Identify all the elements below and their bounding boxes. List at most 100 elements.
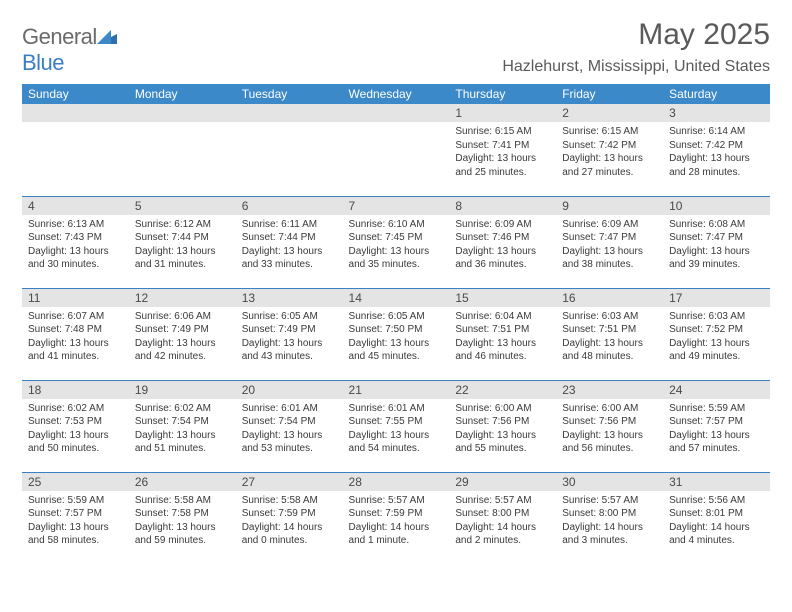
daylight-text: and 51 minutes. <box>135 442 230 456</box>
day-info: Sunrise: 6:00 AMSunset: 7:56 PMDaylight:… <box>556 399 663 458</box>
sunrise-text: Sunrise: 6:05 AM <box>349 310 444 324</box>
daylight-text: and 58 minutes. <box>28 534 123 548</box>
day-number <box>236 104 343 122</box>
day-number: 31 <box>663 473 770 491</box>
sunrise-text: Sunrise: 6:06 AM <box>135 310 230 324</box>
calendar-body: 1Sunrise: 6:15 AMSunset: 7:41 PMDaylight… <box>22 104 770 564</box>
day-info: Sunrise: 6:15 AMSunset: 7:42 PMDaylight:… <box>556 122 663 181</box>
daylight-text: and 48 minutes. <box>562 350 657 364</box>
daylight-text: and 57 minutes. <box>669 442 764 456</box>
day-number: 5 <box>129 197 236 215</box>
sunrise-text: Sunrise: 6:11 AM <box>242 218 337 232</box>
day-number: 11 <box>22 289 129 307</box>
daylight-text: Daylight: 13 hours <box>135 337 230 351</box>
day-info: Sunrise: 6:02 AMSunset: 7:54 PMDaylight:… <box>129 399 236 458</box>
sunrise-text: Sunrise: 6:09 AM <box>455 218 550 232</box>
day-number: 19 <box>129 381 236 399</box>
day-info: Sunrise: 6:05 AMSunset: 7:50 PMDaylight:… <box>343 307 450 366</box>
day-number: 3 <box>663 104 770 122</box>
day-number: 22 <box>449 381 556 399</box>
sunrise-text: Sunrise: 6:14 AM <box>669 125 764 139</box>
sunset-text: Sunset: 7:52 PM <box>669 323 764 337</box>
month-title: May 2025 <box>502 18 770 52</box>
sunrise-text: Sunrise: 6:15 AM <box>455 125 550 139</box>
sunset-text: Sunset: 7:49 PM <box>135 323 230 337</box>
day-info: Sunrise: 5:57 AMSunset: 7:59 PMDaylight:… <box>343 491 450 550</box>
sunset-text: Sunset: 7:54 PM <box>242 415 337 429</box>
day-info: Sunrise: 6:03 AMSunset: 7:52 PMDaylight:… <box>663 307 770 366</box>
weekday-header: Tuesday <box>236 84 343 104</box>
day-info: Sunrise: 6:05 AMSunset: 7:49 PMDaylight:… <box>236 307 343 366</box>
day-number: 4 <box>22 197 129 215</box>
calendar-week-row: 1Sunrise: 6:15 AMSunset: 7:41 PMDaylight… <box>22 104 770 196</box>
sunset-text: Sunset: 7:44 PM <box>135 231 230 245</box>
calendar-day-cell: 19Sunrise: 6:02 AMSunset: 7:54 PMDayligh… <box>129 380 236 472</box>
daylight-text: Daylight: 13 hours <box>455 152 550 166</box>
day-info: Sunrise: 6:13 AMSunset: 7:43 PMDaylight:… <box>22 215 129 274</box>
daylight-text: and 30 minutes. <box>28 258 123 272</box>
sunrise-text: Sunrise: 6:01 AM <box>242 402 337 416</box>
daylight-text: and 4 minutes. <box>669 534 764 548</box>
day-info: Sunrise: 6:15 AMSunset: 7:41 PMDaylight:… <box>449 122 556 181</box>
calendar-week-row: 11Sunrise: 6:07 AMSunset: 7:48 PMDayligh… <box>22 288 770 380</box>
calendar-day-cell: 22Sunrise: 6:00 AMSunset: 7:56 PMDayligh… <box>449 380 556 472</box>
sunset-text: Sunset: 7:47 PM <box>669 231 764 245</box>
calendar-day-cell: 17Sunrise: 6:03 AMSunset: 7:52 PMDayligh… <box>663 288 770 380</box>
day-number: 9 <box>556 197 663 215</box>
sunset-text: Sunset: 7:59 PM <box>349 507 444 521</box>
sunrise-text: Sunrise: 6:02 AM <box>28 402 123 416</box>
calendar-day-cell: 15Sunrise: 6:04 AMSunset: 7:51 PMDayligh… <box>449 288 556 380</box>
sunset-text: Sunset: 7:49 PM <box>242 323 337 337</box>
daylight-text: Daylight: 13 hours <box>349 429 444 443</box>
calendar-day-cell: 28Sunrise: 5:57 AMSunset: 7:59 PMDayligh… <box>343 472 450 564</box>
calendar-day-cell: 8Sunrise: 6:09 AMSunset: 7:46 PMDaylight… <box>449 196 556 288</box>
day-number: 24 <box>663 381 770 399</box>
weekday-header: Monday <box>129 84 236 104</box>
calendar-day-cell <box>129 104 236 196</box>
daylight-text: and 31 minutes. <box>135 258 230 272</box>
sunset-text: Sunset: 8:01 PM <box>669 507 764 521</box>
calendar-day-cell: 29Sunrise: 5:57 AMSunset: 8:00 PMDayligh… <box>449 472 556 564</box>
daylight-text: and 55 minutes. <box>455 442 550 456</box>
sunrise-text: Sunrise: 5:57 AM <box>562 494 657 508</box>
daylight-text: and 28 minutes. <box>669 166 764 180</box>
day-info: Sunrise: 6:14 AMSunset: 7:42 PMDaylight:… <box>663 122 770 181</box>
sunrise-text: Sunrise: 5:58 AM <box>242 494 337 508</box>
calendar-day-cell: 26Sunrise: 5:58 AMSunset: 7:58 PMDayligh… <box>129 472 236 564</box>
day-number: 30 <box>556 473 663 491</box>
sunset-text: Sunset: 7:41 PM <box>455 139 550 153</box>
calendar-day-cell: 12Sunrise: 6:06 AMSunset: 7:49 PMDayligh… <box>129 288 236 380</box>
day-number: 27 <box>236 473 343 491</box>
calendar-week-row: 25Sunrise: 5:59 AMSunset: 7:57 PMDayligh… <box>22 472 770 564</box>
calendar-day-cell: 3Sunrise: 6:14 AMSunset: 7:42 PMDaylight… <box>663 104 770 196</box>
daylight-text: and 46 minutes. <box>455 350 550 364</box>
daylight-text: Daylight: 14 hours <box>349 521 444 535</box>
sunset-text: Sunset: 7:56 PM <box>562 415 657 429</box>
calendar-day-cell: 20Sunrise: 6:01 AMSunset: 7:54 PMDayligh… <box>236 380 343 472</box>
location: Hazlehurst, Mississippi, United States <box>502 58 770 76</box>
sunrise-text: Sunrise: 6:15 AM <box>562 125 657 139</box>
daylight-text: Daylight: 14 hours <box>455 521 550 535</box>
day-number <box>129 104 236 122</box>
calendar-day-cell: 23Sunrise: 6:00 AMSunset: 7:56 PMDayligh… <box>556 380 663 472</box>
day-number: 28 <box>343 473 450 491</box>
daylight-text: and 35 minutes. <box>349 258 444 272</box>
sunset-text: Sunset: 7:42 PM <box>669 139 764 153</box>
day-info: Sunrise: 5:57 AMSunset: 8:00 PMDaylight:… <box>556 491 663 550</box>
day-number: 7 <box>343 197 450 215</box>
calendar-day-cell: 14Sunrise: 6:05 AMSunset: 7:50 PMDayligh… <box>343 288 450 380</box>
calendar-day-cell: 9Sunrise: 6:09 AMSunset: 7:47 PMDaylight… <box>556 196 663 288</box>
sunset-text: Sunset: 7:55 PM <box>349 415 444 429</box>
sunset-text: Sunset: 7:53 PM <box>28 415 123 429</box>
weekday-header: Saturday <box>663 84 770 104</box>
day-number <box>22 104 129 122</box>
sunset-text: Sunset: 7:57 PM <box>669 415 764 429</box>
sunset-text: Sunset: 8:00 PM <box>455 507 550 521</box>
daylight-text: and 50 minutes. <box>28 442 123 456</box>
calendar-day-cell: 25Sunrise: 5:59 AMSunset: 7:57 PMDayligh… <box>22 472 129 564</box>
day-info: Sunrise: 6:06 AMSunset: 7:49 PMDaylight:… <box>129 307 236 366</box>
daylight-text: and 2 minutes. <box>455 534 550 548</box>
day-info: Sunrise: 5:58 AMSunset: 7:58 PMDaylight:… <box>129 491 236 550</box>
calendar-day-cell: 27Sunrise: 5:58 AMSunset: 7:59 PMDayligh… <box>236 472 343 564</box>
day-info: Sunrise: 5:56 AMSunset: 8:01 PMDaylight:… <box>663 491 770 550</box>
